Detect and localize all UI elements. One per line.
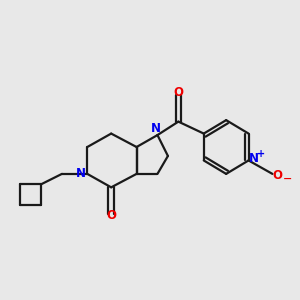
Text: N: N: [76, 167, 86, 180]
Text: N: N: [151, 122, 161, 135]
Text: O: O: [106, 209, 116, 222]
Text: O: O: [273, 169, 283, 182]
Text: O: O: [173, 86, 183, 99]
Text: +: +: [257, 149, 265, 160]
Text: −: −: [283, 174, 292, 184]
Text: N: N: [249, 152, 259, 166]
